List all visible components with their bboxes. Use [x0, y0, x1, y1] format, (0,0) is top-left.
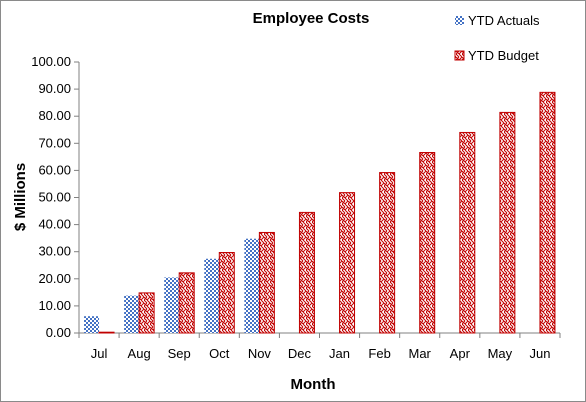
x-tick-label: Dec [288, 346, 312, 361]
x-tick-label: Nov [248, 346, 272, 361]
y-axis: 0.00 10.00 20.00 30.00 40.00 50.00 60.00 70.00 8… [31, 54, 80, 340]
y-tick-label: 10.00 [38, 298, 71, 313]
y-tick-label: 70.00 [38, 135, 71, 150]
legend-swatch-budget [454, 50, 465, 61]
budget-bar-jul [98, 331, 115, 334]
legend-label-budget: YTD Budget [468, 48, 539, 63]
y-axis-title: $ Millions [12, 163, 29, 231]
budget-bar-mar [419, 152, 436, 334]
budget-bar-sep [178, 272, 195, 334]
x-tick-label: Mar [409, 346, 432, 361]
legend-label-actuals: YTD Actuals [468, 13, 540, 28]
chart-title: Employee Costs [253, 10, 370, 27]
x-axis-title: Month [291, 376, 336, 393]
budget-bar-oct [218, 252, 235, 334]
y-tick-label: 40.00 [38, 217, 71, 232]
x-axis: Jul Aug Sep Oct Nov Dec Jan Feb Mar Apr May Jun [78, 332, 561, 361]
y-tick-label: 50.00 [38, 190, 71, 205]
actuals-bar-sep [164, 277, 180, 333]
y-tick-label: 100.00 [31, 54, 71, 69]
actuals-bar-jul [84, 316, 100, 333]
y-tick-label: 80.00 [38, 108, 71, 123]
budget-bar-jun [539, 91, 556, 334]
legend-swatch-actuals [455, 16, 464, 25]
budget-bar-nov [258, 231, 275, 334]
budget-bar-dec [298, 211, 315, 334]
budget-bar-aug [138, 292, 155, 334]
actuals-bar-nov [244, 238, 260, 333]
x-tick-label: Aug [128, 346, 151, 361]
legend: YTD Actuals YTD Budget [454, 13, 540, 63]
x-tick-label: May [488, 346, 513, 361]
x-tick-label: Apr [450, 346, 471, 361]
budget-bar-feb [379, 172, 396, 334]
y-tick-label: 20.00 [38, 271, 71, 286]
y-tick-label: 0.00 [46, 325, 71, 340]
budget-bar-jan [339, 192, 356, 334]
bars [84, 91, 556, 334]
budget-bar-may [499, 111, 516, 334]
x-tick-label: Oct [209, 346, 230, 361]
y-tick-label: 60.00 [38, 162, 71, 177]
y-tick-label: 90.00 [38, 81, 71, 96]
y-tick-label: 30.00 [38, 244, 71, 259]
actuals-bar-oct [204, 258, 220, 333]
x-tick-label: Feb [368, 346, 390, 361]
x-tick-label: Jan [329, 346, 350, 361]
actuals-bar-aug [124, 295, 140, 333]
budget-bar-apr [459, 131, 476, 334]
x-tick-label: Jul [91, 346, 108, 361]
x-tick-label: Sep [168, 346, 191, 361]
x-tick-label: Jun [529, 346, 550, 361]
